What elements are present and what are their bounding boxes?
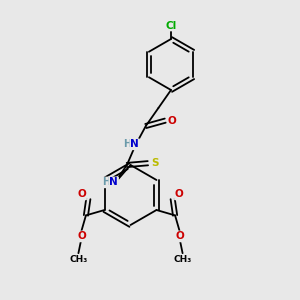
- Text: N: N: [130, 139, 139, 149]
- Text: O: O: [77, 189, 86, 200]
- Text: Cl: Cl: [165, 20, 177, 31]
- Text: H: H: [123, 139, 131, 149]
- Text: H: H: [102, 177, 110, 188]
- Text: O: O: [167, 116, 176, 126]
- Text: O: O: [175, 189, 184, 200]
- Text: S: S: [151, 158, 158, 168]
- Text: N: N: [109, 177, 118, 188]
- Text: CH₃: CH₃: [173, 255, 192, 264]
- Text: O: O: [77, 231, 86, 242]
- Text: CH₃: CH₃: [69, 255, 88, 264]
- Text: O: O: [175, 231, 184, 242]
